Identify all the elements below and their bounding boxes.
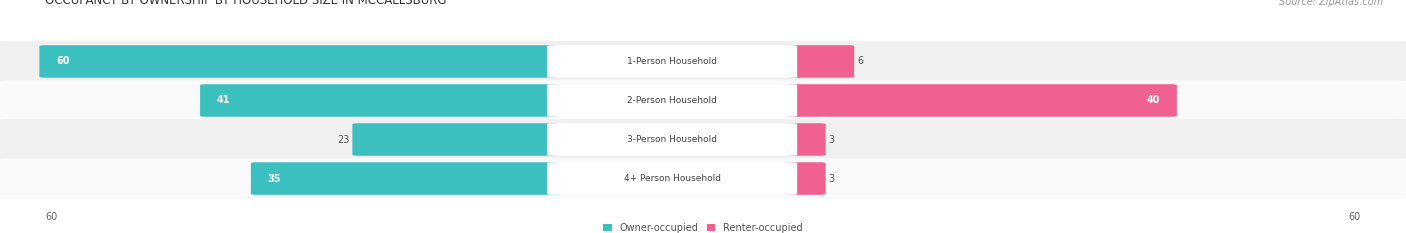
FancyBboxPatch shape <box>547 45 797 78</box>
FancyBboxPatch shape <box>0 41 1406 82</box>
FancyBboxPatch shape <box>786 162 825 195</box>
Text: 2-Person Household: 2-Person Household <box>627 96 717 105</box>
Text: Source: ZipAtlas.com: Source: ZipAtlas.com <box>1279 0 1384 7</box>
FancyBboxPatch shape <box>0 80 1406 121</box>
FancyBboxPatch shape <box>200 84 558 117</box>
Text: 3: 3 <box>828 174 835 184</box>
Text: 35: 35 <box>267 174 281 184</box>
FancyBboxPatch shape <box>786 84 1177 117</box>
Text: 41: 41 <box>217 96 231 106</box>
FancyBboxPatch shape <box>786 45 853 78</box>
FancyBboxPatch shape <box>547 162 797 195</box>
Text: 60: 60 <box>45 212 58 222</box>
FancyBboxPatch shape <box>547 84 797 117</box>
Text: 23: 23 <box>337 134 350 144</box>
Text: 60: 60 <box>56 56 70 66</box>
Text: 3: 3 <box>828 134 835 144</box>
FancyBboxPatch shape <box>39 45 558 78</box>
FancyBboxPatch shape <box>353 123 558 156</box>
Text: 40: 40 <box>1146 96 1160 106</box>
Legend: Owner-occupied, Renter-occupied: Owner-occupied, Renter-occupied <box>603 223 803 233</box>
Text: 60: 60 <box>1348 212 1361 222</box>
FancyBboxPatch shape <box>250 162 558 195</box>
Text: 3-Person Household: 3-Person Household <box>627 135 717 144</box>
Text: 4+ Person Household: 4+ Person Household <box>624 174 720 183</box>
FancyBboxPatch shape <box>0 158 1406 199</box>
FancyBboxPatch shape <box>0 119 1406 160</box>
Text: 6: 6 <box>856 56 863 66</box>
Text: OCCUPANCY BY OWNERSHIP BY HOUSEHOLD SIZE IN MCCALLSBURG: OCCUPANCY BY OWNERSHIP BY HOUSEHOLD SIZE… <box>45 0 447 7</box>
Text: 1-Person Household: 1-Person Household <box>627 57 717 66</box>
FancyBboxPatch shape <box>786 123 825 156</box>
FancyBboxPatch shape <box>547 123 797 156</box>
